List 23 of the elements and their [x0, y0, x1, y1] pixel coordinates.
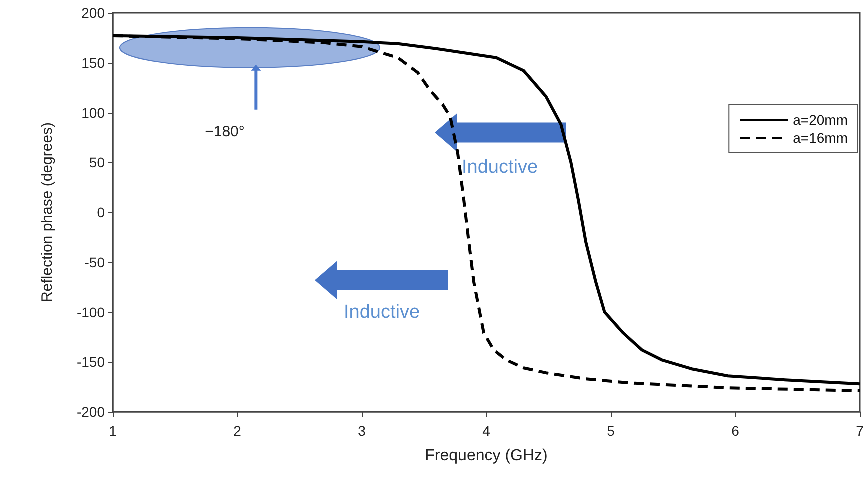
x-tick-label: 7 — [856, 423, 864, 439]
annotation: Inductive — [462, 157, 538, 179]
y-tick-label: -150 — [76, 354, 106, 370]
y-tick-label: -50 — [84, 254, 106, 270]
y-tick-label: -100 — [76, 304, 106, 320]
x-axis-title: Frequency (GHz) — [425, 448, 548, 464]
x-tick-label: 2 — [234, 423, 242, 439]
annotation: −180° — [205, 124, 245, 140]
y-tick-label: 150 — [82, 54, 106, 71]
y-tick-label: -200 — [76, 404, 106, 420]
x-tick-label: 1 — [109, 423, 118, 439]
y-tick-label: 100 — [82, 104, 106, 121]
annotation: Inductive — [344, 302, 420, 324]
legend-label: a=20mm — [793, 112, 848, 128]
x-tick-label: 6 — [732, 423, 740, 439]
legend-label: a=16mm — [793, 130, 848, 146]
y-tick-label: 0 — [97, 204, 106, 220]
x-tick-label: 4 — [482, 423, 491, 439]
y-tick-label: 50 — [89, 154, 106, 171]
x-tick-label: 5 — [607, 423, 616, 439]
y-axis-title: Reflection phase (degrees) — [39, 122, 56, 303]
x-tick-label: 3 — [358, 423, 366, 439]
y-tick-label: 200 — [82, 5, 106, 21]
